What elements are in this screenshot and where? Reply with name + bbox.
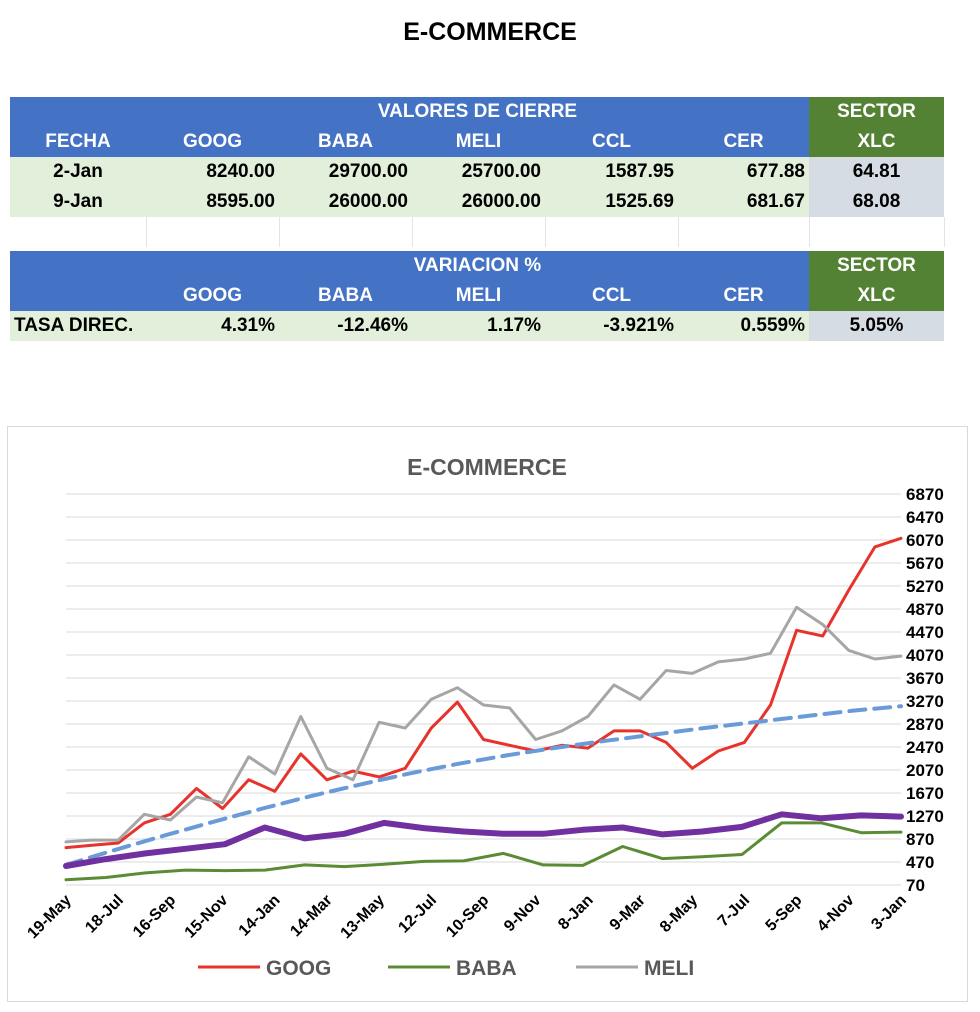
x-tick-label: 4-Nov bbox=[814, 892, 858, 936]
table-cell: 29700.00 bbox=[279, 157, 412, 187]
table-row: TASA DIREC. 4.31% -12.46% 1.17% -3.921% … bbox=[10, 311, 944, 341]
table-cell: 1.17% bbox=[412, 311, 545, 341]
y-tick-label: 1270 bbox=[906, 807, 944, 826]
y-tick-label: 3670 bbox=[906, 669, 944, 688]
table-cell: 25700.00 bbox=[412, 157, 545, 187]
sector-header: SECTOR bbox=[809, 97, 944, 127]
column-header: XLC bbox=[809, 281, 944, 311]
y-tick-label: 6070 bbox=[906, 531, 944, 550]
legend-label-meli: MELI bbox=[644, 957, 694, 980]
closing-group-header: VALORES DE CIERRE bbox=[146, 97, 809, 127]
column-header: GOOG bbox=[146, 281, 279, 311]
line-chart: E-COMMERCE 70 470 870 1270 1670 2070 2470 2870 3… bbox=[7, 426, 968, 1002]
spacer-row bbox=[10, 217, 945, 247]
table-cell: 681.67 bbox=[678, 187, 809, 217]
y-tick-label: 4470 bbox=[906, 623, 944, 642]
table-cell: 677.88 bbox=[678, 157, 809, 187]
sector-header: SECTOR bbox=[809, 251, 944, 281]
series-line-meli bbox=[64, 605, 903, 844]
table-cell: 1587.95 bbox=[545, 157, 678, 187]
x-tick-label: 9-Mar bbox=[607, 892, 649, 934]
y-tick-label: 4870 bbox=[906, 600, 944, 619]
x-tick-label: 15-Nov bbox=[182, 892, 232, 942]
column-header: CER bbox=[678, 127, 809, 157]
column-header: CER bbox=[678, 281, 809, 311]
y-tick-label: 70 bbox=[906, 876, 925, 895]
table-cell: -12.46% bbox=[279, 311, 412, 341]
series-line-trend bbox=[64, 704, 903, 867]
column-header: XLC bbox=[809, 127, 944, 157]
column-header: MELI bbox=[412, 281, 545, 311]
y-tick-label: 6470 bbox=[906, 508, 944, 527]
x-tick-label: 8-Jan bbox=[555, 892, 597, 934]
variation-table: VARIACION % SECTOR GOOG BABA MELI CCL CE… bbox=[10, 251, 944, 341]
table-cell: 5.05% bbox=[809, 311, 944, 341]
series-line-baba bbox=[64, 821, 903, 882]
variation-column-header-row: GOOG BABA MELI CCL CER XLC bbox=[10, 281, 944, 311]
y-tick-label: 6870 bbox=[906, 485, 944, 504]
x-tick-label: 5-Sep bbox=[763, 892, 806, 935]
page-title: E-COMMERCE bbox=[403, 18, 577, 46]
column-header: GOOG bbox=[146, 127, 279, 157]
x-tick-label: 8-May bbox=[657, 892, 701, 936]
column-header bbox=[10, 281, 146, 311]
x-tick-label: 14-Mar bbox=[287, 892, 335, 940]
table-cell: 68.08 bbox=[809, 187, 944, 217]
column-header: FECHA bbox=[10, 127, 146, 157]
y-tick-label: 870 bbox=[906, 830, 934, 849]
column-header: BABA bbox=[279, 127, 412, 157]
legend-label-goog: GOOG bbox=[266, 957, 331, 980]
x-tick-label: 3-Jan bbox=[868, 892, 910, 934]
table-row: 9-Jan 8595.00 26000.00 26000.00 1525.69 … bbox=[10, 187, 944, 217]
legend-label-baba: BABA bbox=[456, 957, 517, 980]
y-tick-label: 4070 bbox=[906, 646, 944, 665]
table-cell: 1525.69 bbox=[545, 187, 678, 217]
y-tick-label: 3270 bbox=[906, 692, 944, 711]
column-header: BABA bbox=[279, 281, 412, 311]
table-cell: 8240.00 bbox=[146, 157, 279, 187]
table-cell: 26000.00 bbox=[279, 187, 412, 217]
x-tick-label: 7-Jul bbox=[715, 892, 753, 930]
y-tick-label: 2870 bbox=[906, 715, 944, 734]
table-cell: TASA DIREC. bbox=[10, 311, 146, 341]
x-tick-label: 10-Sep bbox=[443, 892, 492, 941]
y-tick-label: 5670 bbox=[906, 554, 944, 573]
column-header: CCL bbox=[545, 281, 678, 311]
variation-group-header-row: VARIACION % SECTOR bbox=[10, 251, 944, 281]
chart-title: E-COMMERCE bbox=[407, 454, 567, 480]
table-cell: 2-Jan bbox=[10, 157, 146, 187]
table-row: 2-Jan 8240.00 29700.00 25700.00 1587.95 … bbox=[10, 157, 944, 187]
closing-values-table: VALORES DE CIERRE SECTOR FECHA GOOG BABA… bbox=[10, 97, 945, 247]
table-cell: 8595.00 bbox=[146, 187, 279, 217]
series-line-goog bbox=[64, 536, 903, 850]
x-tick-label: 13-May bbox=[338, 892, 388, 942]
x-tick-label: 9-Nov bbox=[501, 892, 545, 936]
y-tick-label: 1670 bbox=[906, 784, 944, 803]
y-tick-label: 2070 bbox=[906, 761, 944, 780]
closing-column-header-row: FECHA GOOG BABA MELI CCL CER XLC bbox=[10, 127, 944, 157]
closing-group-header-row: VALORES DE CIERRE SECTOR bbox=[10, 97, 944, 127]
table-cell: 4.31% bbox=[146, 311, 279, 341]
y-tick-label: 2470 bbox=[906, 738, 944, 757]
series-line-sector bbox=[63, 811, 904, 869]
y-tick-label: 470 bbox=[906, 853, 934, 872]
column-header: CCL bbox=[545, 127, 678, 157]
x-tick-label: 18-Jul bbox=[82, 892, 127, 937]
table-cell: -3.921% bbox=[545, 311, 678, 341]
table-cell: 9-Jan bbox=[10, 187, 146, 217]
x-tick-label: 16-Sep bbox=[130, 892, 179, 941]
x-tick-label: 19-May bbox=[24, 892, 74, 942]
chart-canvas: E-COMMERCE 70 470 870 1270 1670 2070 2470 2870 3… bbox=[24, 454, 944, 980]
table-cell: 26000.00 bbox=[412, 187, 545, 217]
column-header: MELI bbox=[412, 127, 545, 157]
table-cell: 0.559% bbox=[678, 311, 809, 341]
x-tick-label: 14-Jan bbox=[236, 892, 284, 940]
variation-group-header: VARIACION % bbox=[146, 251, 809, 281]
x-tick-label: 12-Jul bbox=[395, 892, 440, 937]
y-tick-label: 5270 bbox=[906, 577, 944, 596]
table-cell: 64.81 bbox=[809, 157, 944, 187]
